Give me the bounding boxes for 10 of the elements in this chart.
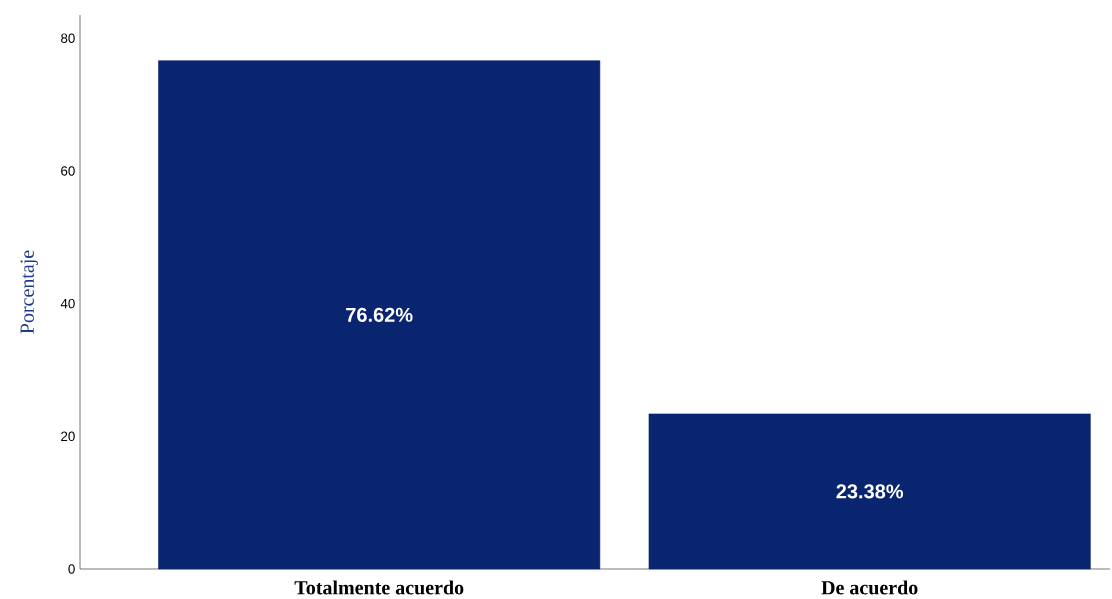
- x-tick-label: De acuerdo: [821, 580, 918, 595]
- y-tick-label: 40: [60, 298, 75, 309]
- y-axis-title: Porcentaje: [20, 250, 38, 334]
- data-label: 76.62%: [346, 307, 413, 322]
- y-tick-label: 0: [68, 564, 75, 574]
- x-tick-label: Totalmente acuerdo: [294, 580, 464, 595]
- y-tick-label: 80: [61, 33, 75, 43]
- y-tick-label: 20: [61, 431, 75, 442]
- data-label: 23.38%: [836, 484, 904, 499]
- y-tick-label: 60: [61, 166, 75, 176]
